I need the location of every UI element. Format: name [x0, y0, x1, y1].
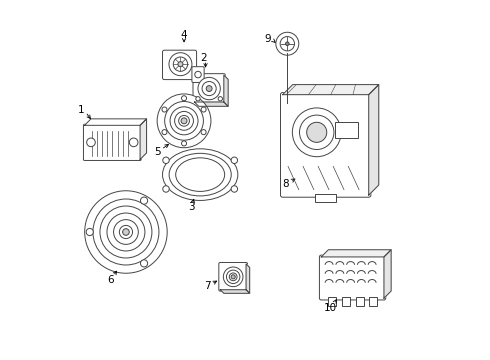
- Circle shape: [87, 138, 95, 147]
- Polygon shape: [321, 250, 391, 257]
- Text: 3: 3: [188, 202, 195, 212]
- Circle shape: [141, 260, 147, 267]
- Circle shape: [196, 96, 200, 101]
- Polygon shape: [195, 102, 228, 106]
- Circle shape: [173, 57, 188, 71]
- Bar: [356, 297, 364, 306]
- Circle shape: [170, 107, 198, 135]
- Circle shape: [129, 138, 138, 147]
- Polygon shape: [368, 85, 379, 195]
- Circle shape: [181, 141, 187, 146]
- FancyBboxPatch shape: [163, 50, 196, 80]
- Polygon shape: [84, 119, 147, 125]
- Circle shape: [163, 186, 169, 192]
- Polygon shape: [246, 264, 250, 293]
- Text: 4: 4: [181, 30, 187, 40]
- Circle shape: [114, 220, 138, 244]
- Circle shape: [178, 62, 183, 67]
- Circle shape: [201, 130, 206, 135]
- Ellipse shape: [176, 158, 224, 192]
- Circle shape: [195, 71, 201, 78]
- Circle shape: [229, 273, 237, 281]
- Circle shape: [286, 42, 289, 45]
- Text: 2: 2: [200, 53, 207, 63]
- Circle shape: [218, 96, 222, 101]
- Circle shape: [276, 32, 299, 55]
- Bar: [335, 122, 358, 138]
- Circle shape: [107, 213, 145, 251]
- Polygon shape: [283, 85, 379, 95]
- Circle shape: [231, 186, 238, 192]
- Circle shape: [202, 81, 216, 96]
- Text: 10: 10: [323, 303, 337, 313]
- Circle shape: [141, 197, 147, 204]
- FancyBboxPatch shape: [83, 124, 141, 161]
- Circle shape: [86, 228, 93, 235]
- FancyBboxPatch shape: [319, 255, 386, 300]
- FancyBboxPatch shape: [193, 74, 225, 103]
- Polygon shape: [220, 290, 250, 293]
- Circle shape: [163, 157, 169, 163]
- Circle shape: [293, 108, 341, 157]
- Text: 8: 8: [282, 179, 289, 189]
- Circle shape: [206, 86, 212, 91]
- Circle shape: [179, 116, 190, 126]
- Circle shape: [201, 107, 206, 112]
- Bar: [315, 194, 337, 202]
- Polygon shape: [224, 75, 228, 106]
- Circle shape: [169, 53, 192, 76]
- Circle shape: [198, 77, 220, 100]
- FancyBboxPatch shape: [192, 67, 204, 82]
- Circle shape: [181, 118, 187, 124]
- Circle shape: [223, 267, 243, 287]
- Circle shape: [226, 270, 240, 284]
- Bar: [369, 297, 377, 306]
- Polygon shape: [384, 250, 391, 298]
- Text: 1: 1: [78, 105, 84, 115]
- Text: 9: 9: [265, 34, 271, 44]
- Circle shape: [162, 107, 167, 112]
- Circle shape: [85, 191, 167, 273]
- Ellipse shape: [163, 149, 238, 201]
- Ellipse shape: [169, 153, 231, 196]
- Circle shape: [157, 94, 211, 148]
- Circle shape: [307, 122, 327, 142]
- Circle shape: [231, 157, 238, 163]
- Text: 7: 7: [204, 281, 210, 291]
- Circle shape: [120, 225, 132, 239]
- Text: 6: 6: [107, 275, 114, 285]
- Circle shape: [280, 37, 294, 51]
- FancyBboxPatch shape: [280, 93, 371, 197]
- Circle shape: [162, 130, 167, 135]
- Bar: [342, 297, 350, 306]
- Bar: [328, 297, 336, 306]
- Circle shape: [299, 115, 334, 149]
- Circle shape: [122, 229, 129, 235]
- FancyBboxPatch shape: [219, 262, 247, 291]
- Text: 5: 5: [154, 147, 160, 157]
- Circle shape: [100, 206, 152, 258]
- Polygon shape: [140, 119, 147, 159]
- Circle shape: [231, 275, 235, 279]
- Circle shape: [174, 111, 194, 130]
- Circle shape: [165, 102, 203, 140]
- Circle shape: [181, 96, 187, 101]
- Circle shape: [93, 199, 159, 265]
